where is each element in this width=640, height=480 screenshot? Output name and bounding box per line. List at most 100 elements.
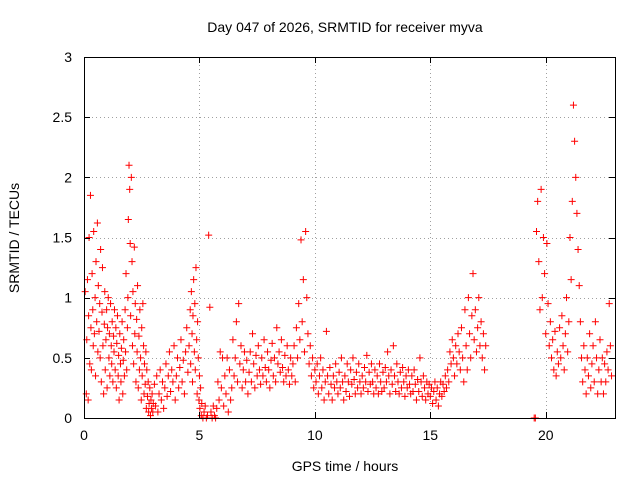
data-point <box>140 360 148 368</box>
data-point <box>320 396 328 404</box>
data-point <box>272 378 280 386</box>
data-point <box>168 366 176 374</box>
data-point <box>157 396 165 404</box>
data-point <box>317 354 325 362</box>
data-point <box>213 404 221 412</box>
data-point <box>195 372 203 380</box>
data-point <box>126 185 134 193</box>
data-point <box>104 324 112 332</box>
data-point <box>422 396 430 404</box>
data-point <box>449 354 457 362</box>
data-point <box>87 324 95 332</box>
y-tick-label: 0.5 <box>53 350 73 366</box>
data-point <box>352 368 360 376</box>
data-point <box>452 342 460 350</box>
data-point <box>537 185 545 193</box>
data-point <box>153 372 161 380</box>
data-point <box>135 332 143 340</box>
data-point <box>580 342 588 350</box>
data-point <box>100 390 108 398</box>
data-point <box>255 366 263 374</box>
data-point <box>88 270 96 278</box>
data-point <box>131 330 139 338</box>
data-point <box>114 372 122 380</box>
data-point <box>269 372 277 380</box>
data-point <box>197 384 205 392</box>
data-point <box>418 392 426 400</box>
data-point <box>191 300 199 308</box>
data-point <box>191 366 199 374</box>
data-point <box>481 366 489 374</box>
data-point <box>318 384 326 392</box>
data-point <box>442 384 450 392</box>
data-point <box>133 348 141 356</box>
data-point <box>606 342 614 350</box>
data-point <box>103 384 111 392</box>
data-point <box>120 372 128 380</box>
data-point <box>294 354 302 362</box>
data-point <box>302 227 310 235</box>
data-point <box>533 227 541 235</box>
data-point <box>550 366 558 374</box>
data-point <box>192 264 200 272</box>
data-point <box>358 372 366 380</box>
data-points <box>81 101 616 422</box>
data-point <box>432 396 440 404</box>
data-point <box>245 368 253 376</box>
data-point <box>110 348 118 356</box>
data-point <box>122 270 130 278</box>
data-point <box>89 306 97 314</box>
data-point <box>143 366 151 374</box>
data-point <box>589 342 597 350</box>
data-point <box>170 342 178 350</box>
data-point <box>396 368 404 376</box>
data-point <box>189 312 197 320</box>
data-point <box>139 300 147 308</box>
data-point <box>107 300 115 308</box>
data-point <box>433 384 441 392</box>
data-point <box>193 390 201 398</box>
data-point <box>106 372 114 380</box>
data-point <box>453 360 461 368</box>
data-point <box>182 348 190 356</box>
data-point <box>167 388 175 396</box>
data-point <box>98 264 106 272</box>
data-point <box>310 384 318 392</box>
data-point <box>561 330 569 338</box>
data-point <box>117 344 125 352</box>
data-point <box>583 354 591 362</box>
data-point <box>467 354 475 362</box>
data-point <box>274 360 282 368</box>
data-point <box>120 336 128 344</box>
data-point <box>232 318 240 326</box>
data-point <box>121 306 129 314</box>
data-point <box>372 384 380 392</box>
data-point <box>460 378 468 386</box>
data-point <box>571 137 579 145</box>
data-point <box>479 330 487 338</box>
data-point <box>119 390 127 398</box>
data-point <box>469 270 477 278</box>
data-point <box>393 360 401 368</box>
data-point <box>292 324 300 332</box>
x-tick-label: 10 <box>307 427 323 443</box>
data-point <box>164 372 172 380</box>
data-point <box>474 324 482 332</box>
data-point <box>552 372 560 380</box>
data-point <box>306 342 314 350</box>
data-point <box>162 360 170 368</box>
data-point <box>95 327 103 335</box>
data-point <box>270 354 278 362</box>
data-point <box>109 378 117 386</box>
data-point <box>222 390 230 398</box>
data-point <box>605 300 613 308</box>
y-tick-label: 3 <box>64 49 72 65</box>
data-point <box>300 348 308 356</box>
data-point <box>448 336 456 344</box>
data-point <box>336 384 344 392</box>
data-point <box>305 360 313 368</box>
data-point <box>189 378 197 386</box>
data-point <box>251 384 259 392</box>
data-point <box>127 312 135 320</box>
data-point <box>259 372 267 380</box>
